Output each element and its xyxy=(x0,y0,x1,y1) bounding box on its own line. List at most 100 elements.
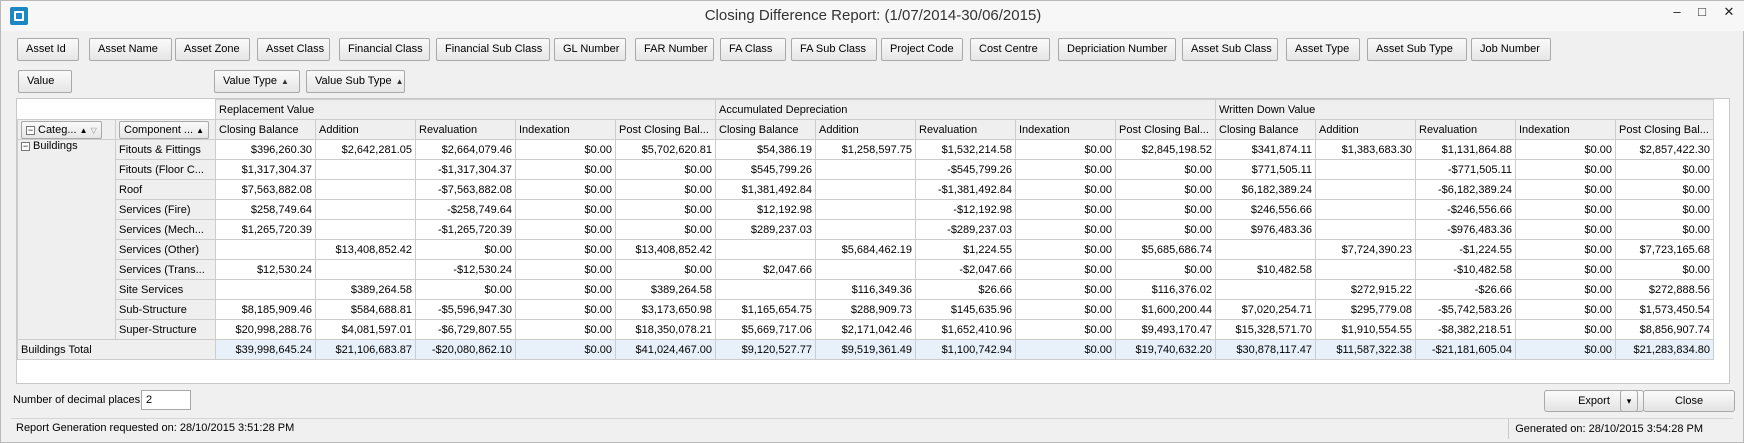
value-cell[interactable] xyxy=(315,259,416,280)
total-value-cell[interactable]: $19,740,632.20 xyxy=(1115,339,1216,360)
field-asset-sub-class[interactable]: Asset Sub Class xyxy=(1182,38,1278,61)
field-depriciation-number[interactable]: Depriciation Number xyxy=(1058,38,1176,61)
value-cell[interactable]: $0.00 xyxy=(1015,239,1116,260)
value-cell[interactable]: $12,530.24 xyxy=(215,259,316,280)
value-cell[interactable]: $54,386.19 xyxy=(715,139,816,160)
value-cell[interactable]: -$8,382,218.51 xyxy=(1415,319,1516,340)
column-header[interactable]: Indexation xyxy=(515,119,616,140)
component-label[interactable]: Sub-Structure xyxy=(115,299,216,320)
value-cell[interactable]: $2,047.66 xyxy=(715,259,816,280)
column-header[interactable]: Post Closing Bal... xyxy=(1115,119,1216,140)
row-field-category-button[interactable]: − Categ... ▲ ▽ xyxy=(21,120,102,139)
value-cell[interactable]: $0.00 xyxy=(515,139,616,160)
value-cell[interactable]: $0.00 xyxy=(515,319,616,340)
value-cell[interactable]: $0.00 xyxy=(1515,179,1616,200)
value-cell[interactable]: $0.00 xyxy=(615,219,716,240)
value-cell[interactable]: $289,237.03 xyxy=(715,219,816,240)
value-cell[interactable]: -$289,237.03 xyxy=(915,219,1016,240)
value-cell[interactable]: -$6,729,807.55 xyxy=(415,319,516,340)
value-cell[interactable] xyxy=(315,199,416,220)
value-cell[interactable]: $5,685,686.74 xyxy=(1115,239,1216,260)
column-header[interactable]: Closing Balance xyxy=(1215,119,1316,140)
value-cell[interactable] xyxy=(815,199,916,220)
column-header[interactable]: Revaluation xyxy=(1415,119,1516,140)
total-value-cell[interactable]: $41,024,467.00 xyxy=(615,339,716,360)
total-value-cell[interactable]: $0.00 xyxy=(515,339,616,360)
value-cell[interactable] xyxy=(315,179,416,200)
component-label[interactable]: Services (Fire) xyxy=(115,199,216,220)
value-cell[interactable]: $10,482.58 xyxy=(1215,259,1316,280)
column-header[interactable]: Addition xyxy=(315,119,416,140)
value-cell[interactable]: $0.00 xyxy=(1015,259,1116,280)
value-cell[interactable]: $0.00 xyxy=(415,239,516,260)
value-cell[interactable]: $0.00 xyxy=(615,159,716,180)
field-asset-id[interactable]: Asset Id xyxy=(17,38,79,61)
value-cell[interactable]: -$246,556.66 xyxy=(1415,199,1516,220)
value-cell[interactable] xyxy=(215,239,316,260)
total-value-cell[interactable]: -$21,181,605.04 xyxy=(1415,339,1516,360)
export-dropdown-chevron-down-icon[interactable]: ▾ xyxy=(1620,390,1638,412)
value-cell[interactable]: $0.00 xyxy=(615,259,716,280)
value-cell[interactable]: $1,573,450.54 xyxy=(1615,299,1714,320)
value-cell[interactable]: $8,856,907.74 xyxy=(1615,319,1714,340)
value-cell[interactable] xyxy=(815,179,916,200)
value-cell[interactable]: $12,192.98 xyxy=(715,199,816,220)
value-cell[interactable]: $0.00 xyxy=(1515,139,1616,160)
field-asset-class[interactable]: Asset Class xyxy=(257,38,330,61)
value-cell[interactable]: $0.00 xyxy=(1015,319,1116,340)
value-cell[interactable]: $0.00 xyxy=(1015,219,1116,240)
value-cell[interactable]: -$545,799.26 xyxy=(915,159,1016,180)
value-cell[interactable]: $2,845,198.52 xyxy=(1115,139,1216,160)
group-header-replacement-value[interactable]: Replacement Value xyxy=(215,99,716,120)
component-label[interactable]: Services (Other) xyxy=(115,239,216,260)
value-cell[interactable]: -$12,530.24 xyxy=(415,259,516,280)
value-cell[interactable]: $0.00 xyxy=(515,299,616,320)
value-cell[interactable]: $0.00 xyxy=(1515,279,1616,300)
value-cell[interactable]: $0.00 xyxy=(1115,199,1216,220)
value-cell[interactable]: $0.00 xyxy=(1615,159,1714,180)
field-asset-name[interactable]: Asset Name xyxy=(89,38,172,61)
value-cell[interactable]: $8,185,909.46 xyxy=(215,299,316,320)
value-cell[interactable]: $545,799.26 xyxy=(715,159,816,180)
value-cell[interactable]: -$1,265,720.39 xyxy=(415,219,516,240)
value-cell[interactable]: -$26.66 xyxy=(1415,279,1516,300)
value-cell[interactable]: -$976,483.36 xyxy=(1415,219,1516,240)
value-cell[interactable]: $20,998,288.76 xyxy=(215,319,316,340)
value-cell[interactable]: $1,600,200.44 xyxy=(1115,299,1216,320)
value-cell[interactable]: -$5,742,583.26 xyxy=(1415,299,1516,320)
value-cell[interactable]: $0.00 xyxy=(1515,319,1616,340)
value-cell[interactable]: $258,749.64 xyxy=(215,199,316,220)
value-cell[interactable]: $295,779.08 xyxy=(1315,299,1416,320)
value-cell[interactable]: $18,350,078.21 xyxy=(615,319,716,340)
value-cell[interactable] xyxy=(315,159,416,180)
value-cell[interactable]: $0.00 xyxy=(1615,179,1714,200)
value-cell[interactable] xyxy=(1315,199,1416,220)
value-cell[interactable]: $0.00 xyxy=(1015,159,1116,180)
value-cell[interactable]: $9,493,170.47 xyxy=(1115,319,1216,340)
total-value-cell[interactable]: $21,283,834.80 xyxy=(1615,339,1714,360)
value-cell[interactable]: $2,857,422.30 xyxy=(1615,139,1714,160)
value-cell[interactable]: $1,258,597.75 xyxy=(815,139,916,160)
value-cell[interactable]: $1,910,554.55 xyxy=(1315,319,1416,340)
row-field-component-button[interactable]: Component ... ▲ xyxy=(119,120,210,139)
value-cell[interactable]: $3,173,650.98 xyxy=(615,299,716,320)
value-cell[interactable] xyxy=(1315,219,1416,240)
close-icon[interactable]: ✕ xyxy=(1723,4,1735,19)
component-label[interactable]: Site Services xyxy=(115,279,216,300)
value-cell[interactable]: $0.00 xyxy=(515,239,616,260)
value-cell[interactable]: $0.00 xyxy=(515,219,616,240)
component-label[interactable]: Roof xyxy=(115,179,216,200)
value-cell[interactable]: $1,652,410.96 xyxy=(915,319,1016,340)
value-cell[interactable]: $1,165,654.75 xyxy=(715,299,816,320)
value-cell[interactable]: $0.00 xyxy=(1115,259,1216,280)
value-cell[interactable]: $5,669,717.06 xyxy=(715,319,816,340)
value-cell[interactable] xyxy=(315,219,416,240)
value-cell[interactable]: $0.00 xyxy=(1615,199,1714,220)
value-cell[interactable]: $5,702,620.81 xyxy=(615,139,716,160)
value-cell[interactable]: -$771,505.11 xyxy=(1415,159,1516,180)
value-cell[interactable]: $1,224.55 xyxy=(915,239,1016,260)
value-cell[interactable]: $0.00 xyxy=(1515,259,1616,280)
value-cell[interactable]: -$12,192.98 xyxy=(915,199,1016,220)
value-cell[interactable]: $0.00 xyxy=(515,199,616,220)
value-cell[interactable]: $0.00 xyxy=(1615,219,1714,240)
